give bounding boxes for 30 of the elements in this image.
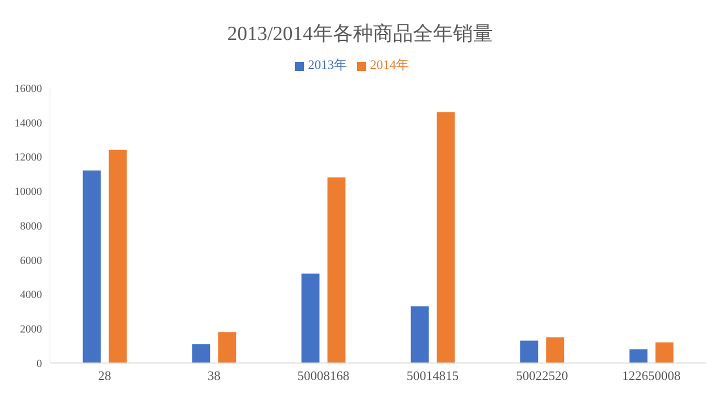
bar bbox=[436, 112, 455, 363]
legend-label: 2014年 bbox=[370, 57, 409, 72]
bar bbox=[410, 306, 429, 363]
bar bbox=[301, 274, 320, 363]
y-tick-label: 12000 bbox=[14, 152, 42, 164]
x-tick-label: 50008168 bbox=[297, 368, 350, 384]
y-tick-label: 14000 bbox=[14, 117, 42, 130]
y-tick-label: 0 bbox=[36, 358, 42, 370]
y-tick-label: 8000 bbox=[20, 220, 42, 232]
y-tick-label: 10000 bbox=[14, 186, 42, 198]
bar bbox=[192, 344, 210, 363]
y-tick-label: 6000 bbox=[20, 254, 42, 267]
bar bbox=[546, 337, 564, 363]
x-tick-label: 50014815 bbox=[406, 368, 459, 384]
x-tick-label: 122650008 bbox=[622, 368, 681, 384]
bar bbox=[218, 332, 236, 363]
x-tick-label: 38 bbox=[208, 368, 220, 384]
legend-label: 2013年 bbox=[308, 57, 347, 72]
y-tick-label: 2000 bbox=[20, 324, 42, 336]
bar bbox=[108, 150, 127, 363]
bar bbox=[629, 349, 648, 363]
x-tick-label: 28 bbox=[98, 368, 112, 384]
y-tick-label: 16000 bbox=[14, 82, 42, 95]
chart-title: 2013/2014年各种商品全年销量 bbox=[226, 22, 494, 47]
bar bbox=[327, 177, 346, 363]
bar bbox=[520, 340, 538, 363]
x-tick-label: 50022520 bbox=[516, 368, 568, 384]
bar bbox=[655, 342, 674, 363]
y-tick-label: 4000 bbox=[20, 289, 42, 302]
bar bbox=[82, 170, 101, 363]
